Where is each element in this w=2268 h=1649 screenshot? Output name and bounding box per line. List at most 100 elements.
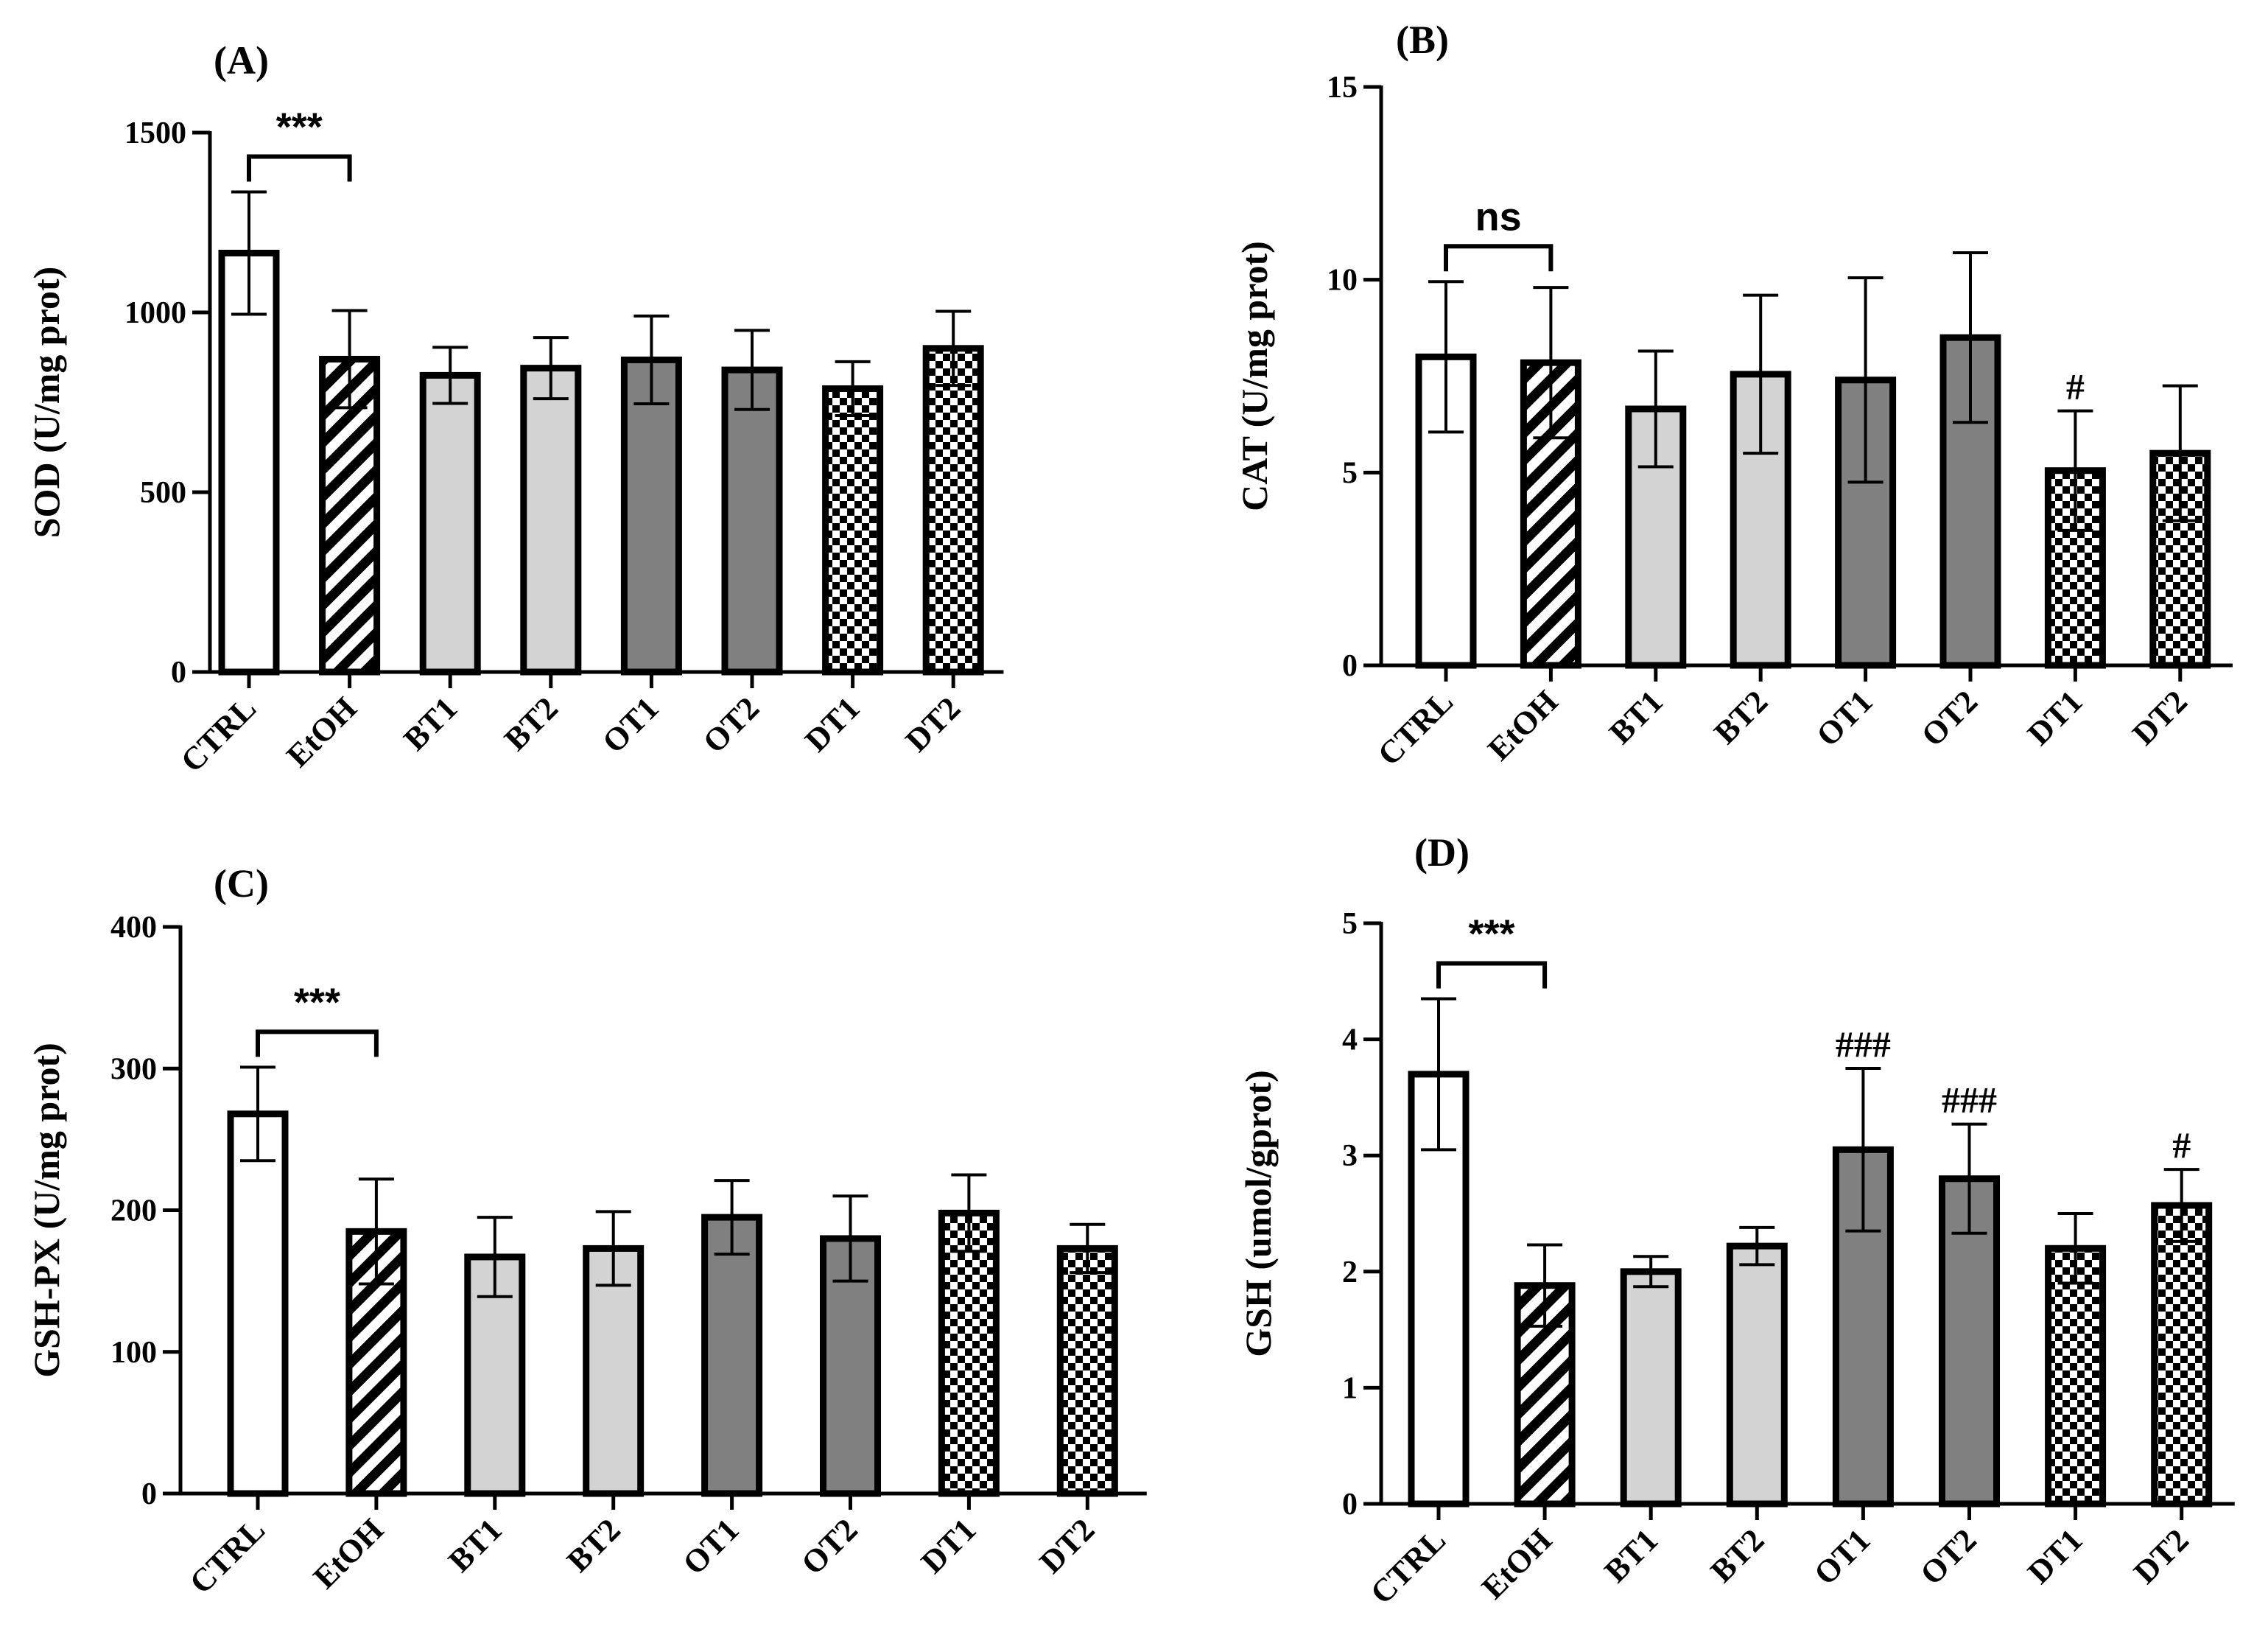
x-tick-label-ctrl: CTRL bbox=[183, 1511, 272, 1600]
y-tick-label: 400 bbox=[110, 911, 157, 945]
x-tick-label-bt1: BT1 bbox=[1598, 1522, 1665, 1589]
significance-bracket: *** bbox=[247, 105, 352, 182]
x-tick-label-bt1: BT1 bbox=[397, 690, 465, 757]
error-bar-bt2 bbox=[1743, 293, 1779, 455]
bar-dt2 bbox=[1056, 1244, 1118, 1497]
error-bar-ot1 bbox=[714, 1179, 750, 1256]
y-axis-label: GSH (umol/gprot) bbox=[1237, 1070, 1279, 1356]
bar-ot1 bbox=[620, 356, 682, 676]
y-tick-label: 2 bbox=[1342, 1256, 1358, 1289]
x-tick-label-bt2: BT2 bbox=[560, 1511, 628, 1579]
y-tick-label: 1 bbox=[1342, 1371, 1358, 1405]
bar-ot1 bbox=[701, 1214, 763, 1497]
error-bar-ot2 bbox=[734, 329, 770, 411]
marker-ot2: ### bbox=[1942, 1079, 1997, 1121]
x-tick-label-ctrl: CTRL bbox=[174, 690, 263, 779]
error-bar-ctrl bbox=[231, 190, 267, 316]
bar-bt1 bbox=[419, 371, 481, 676]
error-bar-bt1 bbox=[1633, 1255, 1669, 1289]
bar-ot2 bbox=[721, 366, 783, 676]
significance-label: *** bbox=[276, 105, 323, 150]
bar-bt2 bbox=[1726, 1242, 1788, 1508]
panel-label-d: (D) bbox=[1414, 830, 1470, 875]
error-bar-dt1 bbox=[951, 1173, 987, 1253]
x-tick-label-ot2: OT2 bbox=[794, 1511, 864, 1581]
error-bar-dt1 bbox=[835, 360, 871, 418]
x-tick-label-etoh: EtOH bbox=[280, 690, 364, 774]
error-bar-etoh bbox=[331, 309, 368, 410]
error-bar-ot1 bbox=[1847, 276, 1883, 484]
panel-label-b: (B) bbox=[1396, 18, 1449, 62]
y-axis-label: CAT (U/mg prot) bbox=[1234, 241, 1275, 511]
x-tick-label-etoh: EtOH bbox=[1475, 1522, 1559, 1606]
panel-label-a: (A) bbox=[214, 38, 269, 83]
bar-dt1 bbox=[822, 385, 884, 676]
panel-d-chart: (D) GSH (umol/gprot) 0 1 2 3 4 5 CTRL EtOH BT1 BT2 O… bbox=[1237, 830, 2235, 1611]
x-tick-label-dt2: DT2 bbox=[2127, 1522, 2195, 1590]
error-bar-etoh bbox=[1533, 286, 1569, 440]
bar-dt1 bbox=[938, 1209, 1000, 1497]
y-tick-label: 5 bbox=[1342, 456, 1358, 490]
error-bar-bt1 bbox=[477, 1216, 513, 1298]
panel-b-chart: (B) CAT (U/mg prot) 0 5 10 15 CTRL EtOH BT1 BT2 OT… bbox=[1234, 18, 2233, 773]
y-tick-label: 100 bbox=[110, 1336, 157, 1370]
marker-ot1: ### bbox=[1836, 1023, 1891, 1065]
x-tick-label-etoh: EtOH bbox=[306, 1511, 390, 1595]
x-tick-label-dt1: DT1 bbox=[2021, 1522, 2089, 1590]
x-tick-label-ctrl: CTRL bbox=[1371, 683, 1460, 772]
error-bar-ot2 bbox=[832, 1194, 868, 1283]
bar-dt1 bbox=[2045, 1244, 2107, 1508]
error-bar-ot1 bbox=[633, 314, 670, 405]
x-tick-label-ot2: OT2 bbox=[1913, 1522, 1983, 1592]
y-tick-label: 10 bbox=[1327, 264, 1358, 298]
error-bar-bt1 bbox=[1637, 349, 1674, 469]
significance-bracket: *** bbox=[1436, 911, 1548, 989]
significance-label: ns bbox=[1475, 195, 1522, 239]
x-tick-label-dt2: DT2 bbox=[2125, 683, 2194, 752]
x-tick-label-bt1: BT1 bbox=[1602, 683, 1670, 751]
bar-bt1 bbox=[1620, 1268, 1682, 1508]
x-tick-label-etoh: EtOH bbox=[1481, 683, 1565, 767]
error-bar-ot1 bbox=[1845, 1067, 1881, 1233]
error-bar-bt2 bbox=[533, 336, 569, 401]
error-bar-dt2 bbox=[1070, 1222, 1106, 1275]
y-tick-label: 1500 bbox=[124, 116, 186, 150]
error-bar-dt2 bbox=[2163, 1168, 2199, 1243]
x-tick-label-ot1: OT1 bbox=[1807, 1522, 1877, 1592]
panel-a-chart: (A) SOD (U/mg prot) 0 500 1000 1500 CTRL EtOH BT… bbox=[26, 38, 1004, 780]
x-tick-label-dt2: DT2 bbox=[1033, 1511, 1101, 1580]
error-bar-ctrl bbox=[240, 1065, 275, 1163]
y-tick-label: 5 bbox=[1342, 907, 1358, 941]
y-tick-label: 0 bbox=[141, 1477, 157, 1511]
x-tick-label-dt1: DT1 bbox=[798, 690, 866, 758]
error-bar-dt2 bbox=[935, 309, 972, 388]
y-axis-label: SOD (U/mg prot) bbox=[26, 267, 67, 539]
error-bar-etoh bbox=[358, 1177, 394, 1286]
error-bar-dt1 bbox=[2057, 1212, 2093, 1285]
x-tick-label-bt2: BT2 bbox=[497, 690, 565, 757]
error-bar-ot2 bbox=[1951, 1122, 1987, 1235]
bar-bt2 bbox=[520, 365, 582, 676]
x-tick-label-ot1: OT1 bbox=[676, 1511, 746, 1581]
marker-dt2: # bbox=[2172, 1124, 2191, 1166]
significance-label: *** bbox=[294, 980, 340, 1024]
x-tick-label-ot1: OT1 bbox=[595, 690, 665, 760]
y-tick-label: 500 bbox=[140, 476, 186, 510]
bar-etoh bbox=[319, 355, 381, 676]
bar-dt2 bbox=[922, 345, 984, 676]
y-tick-label: 300 bbox=[110, 1052, 157, 1086]
error-bar-etoh bbox=[1527, 1243, 1563, 1328]
y-tick-label: 0 bbox=[1342, 1488, 1358, 1522]
y-tick-label: 0 bbox=[1342, 649, 1358, 683]
marker-dt1: # bbox=[2066, 366, 2085, 407]
error-bar-ctrl bbox=[1421, 997, 1456, 1152]
significance-bracket: ns bbox=[1444, 195, 1553, 272]
significance-bracket: *** bbox=[256, 980, 379, 1057]
x-tick-label-ot2: OT2 bbox=[1914, 683, 1984, 753]
x-tick-label-bt2: BT2 bbox=[1707, 683, 1775, 751]
y-tick-label: 1000 bbox=[124, 296, 186, 330]
y-tick-label: 4 bbox=[1342, 1023, 1358, 1057]
panel-label-c: (C) bbox=[214, 861, 269, 906]
x-tick-label-dt1: DT1 bbox=[2021, 683, 2089, 752]
